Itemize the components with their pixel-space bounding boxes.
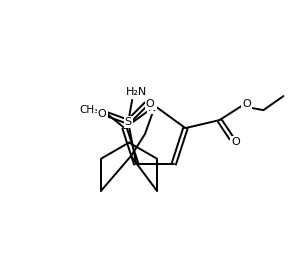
- Text: O: O: [231, 137, 240, 147]
- Text: S: S: [125, 117, 132, 127]
- Text: O: O: [146, 99, 155, 109]
- Text: N: N: [148, 103, 156, 113]
- Text: O: O: [242, 99, 251, 109]
- Text: CH₃: CH₃: [79, 105, 99, 115]
- Text: H₂N: H₂N: [125, 87, 147, 97]
- Text: O: O: [98, 109, 106, 119]
